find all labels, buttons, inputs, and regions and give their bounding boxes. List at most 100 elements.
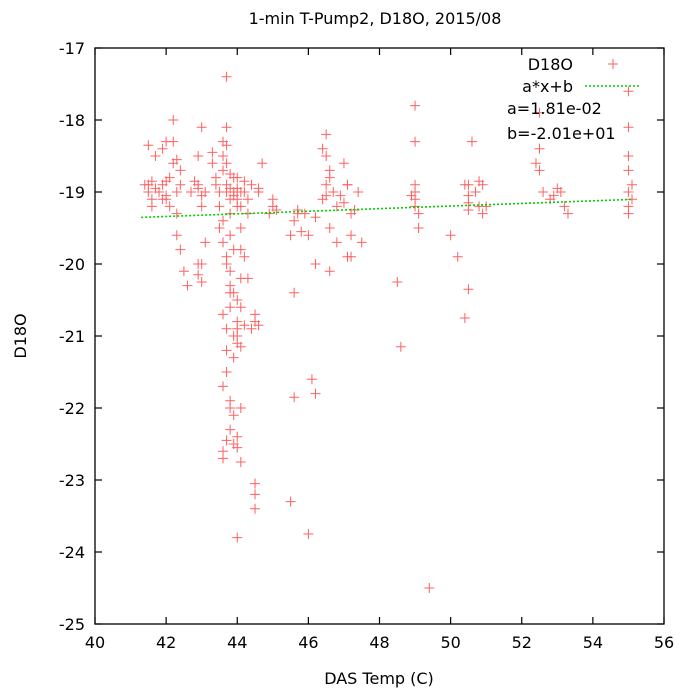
data-point — [623, 187, 634, 197]
x-axis-label: DAS Temp (C) — [324, 669, 434, 688]
data-point — [161, 136, 172, 147]
data-point — [413, 208, 424, 219]
data-point — [221, 435, 232, 446]
data-point — [225, 302, 236, 313]
data-point — [164, 201, 175, 212]
fit-line-group — [141, 198, 633, 219]
data-point — [253, 183, 264, 194]
data-point — [250, 478, 261, 489]
data-point — [242, 194, 253, 205]
data-point — [250, 503, 261, 514]
data-point — [218, 165, 229, 176]
y-tick-label: -17 — [59, 39, 85, 58]
data-point — [534, 165, 545, 176]
data-point — [218, 151, 229, 161]
data-point — [321, 129, 332, 140]
data-point — [324, 266, 335, 277]
data-point — [196, 122, 207, 133]
data-point — [225, 287, 236, 298]
data-point — [225, 424, 236, 435]
data-point — [299, 208, 310, 219]
data-point — [470, 187, 481, 197]
data-point — [253, 320, 264, 331]
data-point — [193, 269, 204, 280]
data-point — [310, 212, 321, 223]
y-tick-label: -20 — [59, 255, 85, 274]
data-point — [232, 295, 243, 305]
data-point — [623, 165, 634, 176]
chart-title: 1-min T-Pump2, D18O, 2015/08 — [249, 9, 502, 28]
data-point — [232, 183, 243, 194]
data-point — [626, 194, 637, 205]
data-point — [235, 341, 246, 352]
data-point — [623, 151, 634, 161]
data-point — [285, 496, 296, 507]
data-point — [171, 187, 182, 197]
data-point — [235, 223, 246, 233]
data-point — [246, 323, 257, 334]
data-point — [562, 208, 573, 219]
data-point — [228, 410, 239, 421]
data-point — [196, 201, 207, 212]
data-point — [324, 223, 335, 233]
data-points — [139, 71, 637, 593]
data-point — [477, 208, 488, 219]
x-tick-label: 42 — [156, 633, 176, 652]
data-point — [218, 215, 229, 226]
data-point — [200, 187, 211, 197]
data-point — [285, 230, 296, 241]
data-point — [317, 143, 328, 154]
data-point — [157, 143, 168, 154]
data-point — [171, 154, 182, 165]
data-point — [250, 309, 261, 320]
data-point — [463, 179, 474, 190]
data-point — [214, 201, 225, 212]
data-point — [175, 244, 186, 255]
data-point — [232, 532, 243, 543]
data-point — [210, 179, 221, 190]
x-tick-label: 54 — [583, 633, 603, 652]
data-point — [171, 230, 182, 241]
data-point — [559, 201, 570, 212]
data-point — [232, 331, 243, 341]
data-point — [424, 583, 435, 593]
data-point — [481, 201, 492, 212]
data-point — [175, 165, 186, 176]
data-point — [232, 442, 243, 453]
data-point — [214, 223, 225, 233]
data-point — [221, 367, 232, 377]
data-point — [221, 122, 232, 133]
data-point — [228, 352, 239, 363]
annotation-a: a=1.81e-02 — [507, 99, 602, 118]
data-point — [623, 122, 634, 133]
x-tick-label: 46 — [298, 633, 318, 652]
data-point — [296, 226, 307, 237]
data-point — [200, 237, 211, 248]
data-point — [321, 179, 332, 190]
data-point — [242, 208, 253, 219]
data-point — [178, 266, 189, 277]
data-point — [150, 151, 161, 161]
data-point — [338, 158, 349, 169]
data-point — [235, 273, 246, 284]
data-point — [250, 489, 261, 500]
data-point — [548, 190, 559, 201]
data-point — [303, 230, 314, 241]
y-axis: -25 -24 -23 -22 -21 -20 -19 -18 -17 — [59, 39, 664, 634]
data-point — [175, 179, 186, 190]
data-point — [146, 176, 157, 187]
data-point — [534, 107, 545, 118]
data-point — [413, 223, 424, 233]
data-point — [346, 230, 357, 241]
y-tick-label: -23 — [59, 471, 85, 490]
data-point — [356, 237, 367, 248]
x-tick-label: 56 — [654, 633, 674, 652]
data-point — [395, 341, 406, 352]
data-point — [218, 453, 229, 464]
fit-line — [141, 198, 633, 219]
y-tick-label: -25 — [59, 615, 85, 634]
data-point — [146, 201, 157, 212]
data-point — [410, 100, 421, 111]
data-point — [221, 71, 232, 82]
x-tick-label: 40 — [85, 633, 105, 652]
